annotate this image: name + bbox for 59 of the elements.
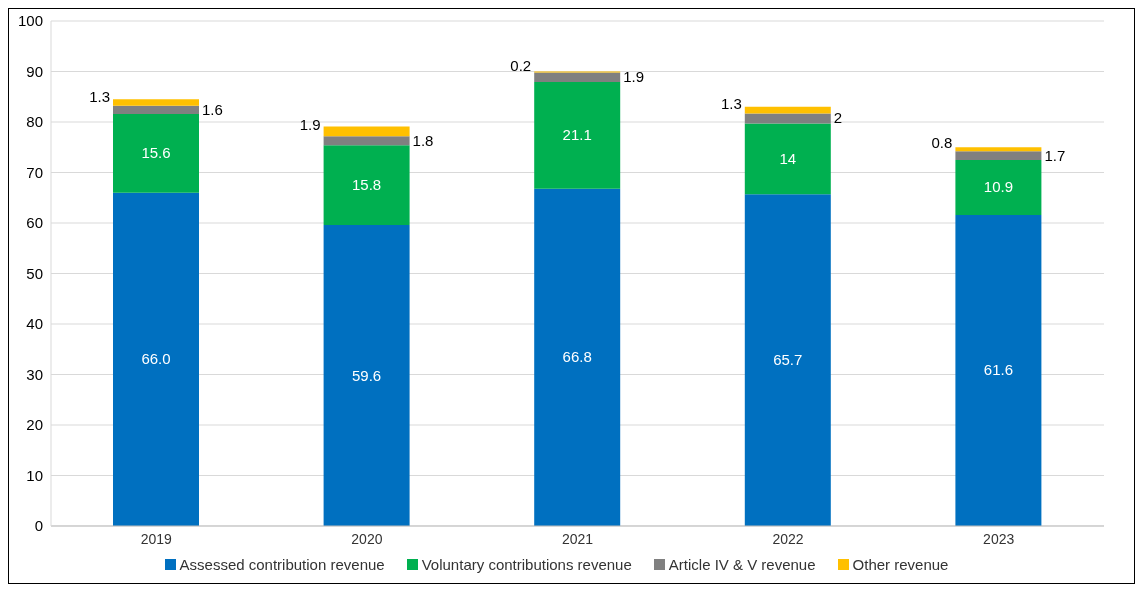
bar <box>113 99 199 106</box>
y-tick-label: 70 <box>26 163 43 181</box>
data-label: 0.8 <box>931 134 953 152</box>
x-tick-label: 2020 <box>351 530 383 547</box>
data-label: 66.0 <box>141 350 171 368</box>
bar <box>534 82 621 189</box>
y-tick-label: 80 <box>26 113 43 131</box>
bar <box>744 113 831 124</box>
data-label: 1.3 <box>720 95 742 113</box>
data-label: 1.9 <box>299 116 321 134</box>
y-tick-label: 30 <box>26 365 43 383</box>
data-label: 66.8 <box>562 348 592 366</box>
bar <box>955 159 1042 215</box>
bar <box>534 188 621 526</box>
bar <box>744 123 831 195</box>
y-tick-label: 50 <box>26 264 43 282</box>
legend-label: Article IV & V revenue <box>667 556 816 573</box>
bar <box>744 194 831 526</box>
data-label: 0.2 <box>510 57 532 75</box>
data-label: 61.6 <box>983 361 1013 379</box>
y-tick-label: 60 <box>26 214 43 232</box>
data-label: 21.1 <box>562 126 592 144</box>
x-tick-label: 2022 <box>772 530 804 547</box>
y-tick-label: 20 <box>26 416 43 434</box>
bar <box>113 105 199 114</box>
y-tick-label: 40 <box>26 315 43 333</box>
bar <box>113 192 199 526</box>
y-tick-label: 100 <box>17 12 43 30</box>
bar <box>955 214 1042 526</box>
bar <box>113 113 199 193</box>
data-label: 1.6 <box>202 100 223 118</box>
bar <box>534 72 621 83</box>
data-label: 15.6 <box>141 144 171 162</box>
bar <box>955 147 1042 152</box>
bar <box>323 145 410 226</box>
bar <box>744 106 831 114</box>
data-label: 1.3 <box>89 87 110 105</box>
data-label: 2 <box>833 109 843 127</box>
x-tick-label: 2019 <box>140 530 173 547</box>
y-tick-label: 90 <box>26 62 43 80</box>
bar <box>955 151 1042 160</box>
x-tick-label: 2023 <box>983 530 1015 547</box>
bar <box>323 225 410 526</box>
x-tick-label: 2021 <box>561 530 594 547</box>
y-tick-label: 10 <box>26 466 43 484</box>
data-label: 1.8 <box>412 131 434 149</box>
bar <box>323 136 410 146</box>
bar <box>323 126 410 137</box>
data-label: 59.6 <box>352 366 382 384</box>
data-label: 65.7 <box>773 351 803 369</box>
data-label: 1.7 <box>1044 146 1066 164</box>
data-label: 15.8 <box>352 176 382 194</box>
legend-label: Voluntary contributions revenue <box>420 556 632 573</box>
data-label: 14 <box>779 149 797 167</box>
data-label: 1.9 <box>623 68 645 86</box>
data-label: 10.9 <box>983 178 1013 196</box>
legend-label: Other revenue <box>851 556 949 573</box>
legend-label: Assessed contribution revenue <box>178 556 385 573</box>
y-tick-label: 0 <box>34 517 43 535</box>
